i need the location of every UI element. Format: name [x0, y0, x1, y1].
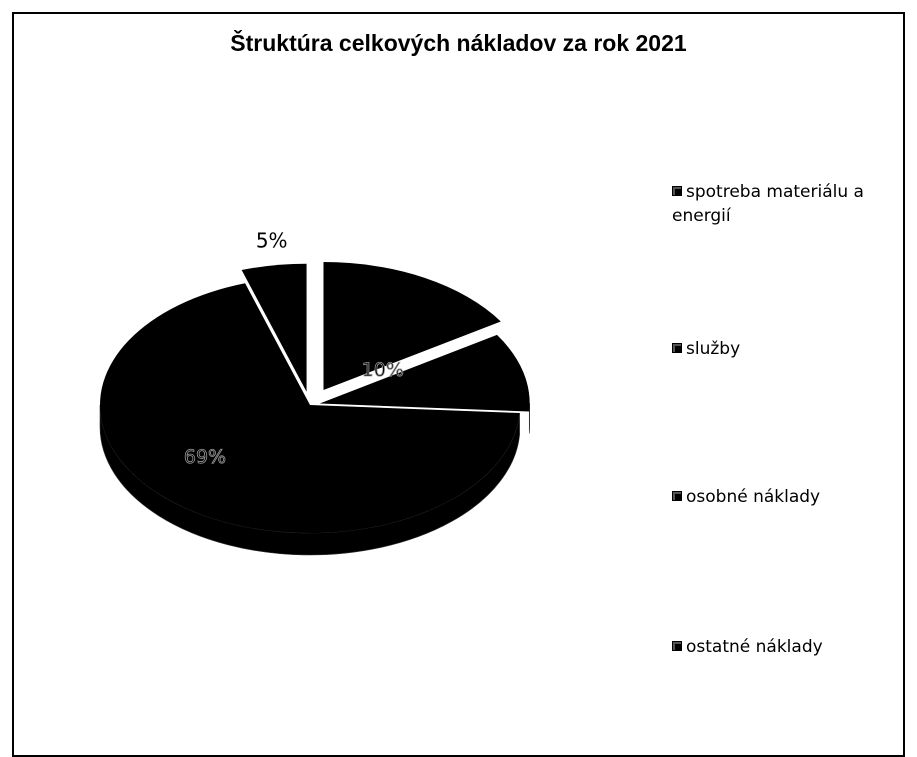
legend-swatch	[672, 491, 682, 501]
legend-item-spotreba: spotreba materiálu a energií	[672, 180, 902, 228]
legend-label: ostatné náklady	[686, 637, 823, 657]
legend-label: služby	[686, 339, 740, 359]
legend-swatch	[672, 186, 682, 196]
legend-item-sluzby: služby	[672, 337, 902, 361]
legend-item-osobne-naklady: osobné náklady	[672, 485, 902, 509]
legend-label: spotreba materiálu a energií	[672, 182, 864, 226]
data-label-sluzby: 10%	[362, 359, 404, 381]
legend-swatch	[672, 641, 682, 651]
legend-swatch	[672, 343, 682, 353]
legend-label: osobné náklady	[686, 487, 820, 507]
pie-slices	[100, 262, 530, 555]
legend-item-ostatne-naklady: ostatné náklady	[672, 635, 902, 659]
data-label-ostatne-naklady: 5%	[256, 228, 288, 252]
data-label-osobne-naklady: 69%	[184, 446, 226, 468]
